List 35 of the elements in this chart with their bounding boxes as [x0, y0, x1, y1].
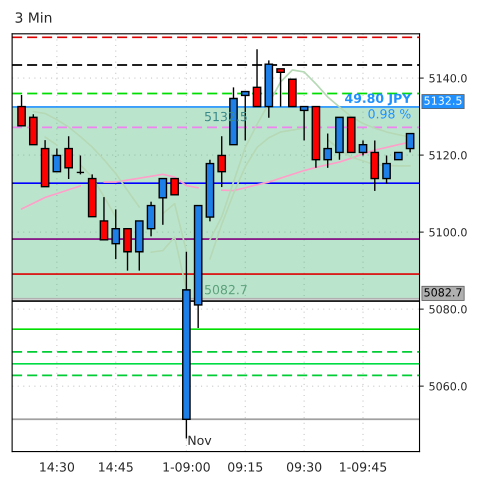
annotation: Nov — [188, 436, 212, 446]
candlestick — [406, 132, 414, 154]
candlestick — [76, 154, 85, 176]
y-tick-label: 5140.0 — [429, 74, 467, 82]
candlestick — [217, 136, 226, 188]
chart-title: 3 Min — [16, 12, 52, 23]
candlestick — [100, 196, 108, 241]
candlestick — [323, 132, 332, 169]
annotation: 0.98 % — [368, 109, 411, 119]
candlestick — [358, 140, 368, 156]
candlestick — [170, 178, 179, 196]
candlestick — [17, 94, 26, 127]
candlestick — [64, 136, 73, 180]
candlestick — [52, 148, 62, 172]
annotation: 5082.7 — [205, 284, 247, 294]
x-tick-label: 09:30 — [286, 462, 322, 472]
x-tick-label: 14:30 — [40, 462, 74, 472]
candlestick — [300, 106, 308, 142]
y-tick-label: 5120.0 — [429, 151, 467, 160]
x-tick-label: 14:45 — [99, 462, 133, 472]
x-tick-label: 1-09:45 — [340, 462, 386, 472]
annotation: 49.80 JPY — [345, 94, 412, 106]
candlestick — [123, 228, 132, 272]
y-tick-label: 5080.0 — [429, 305, 467, 314]
candlestick — [111, 208, 120, 260]
ref-line-label: 5082.7 — [424, 288, 462, 297]
x-tick-label: 09:15 — [228, 462, 262, 472]
candlestick — [382, 154, 391, 184]
candlestick — [158, 178, 168, 226]
x-tick-label: 1-09:00 — [164, 462, 210, 472]
candlestick — [146, 201, 156, 238]
candlestick — [276, 68, 285, 108]
y-tick-label: 5100.0 — [429, 228, 467, 236]
ref-line-label: 5132.5 — [424, 96, 462, 105]
y-tick-label: 5060.0 — [429, 382, 467, 391]
